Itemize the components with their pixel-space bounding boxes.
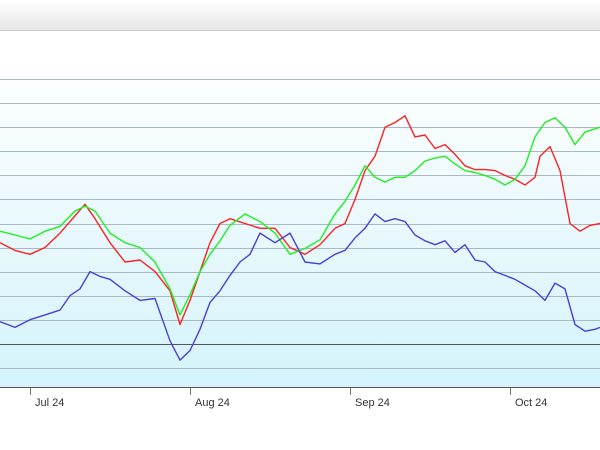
x-tick-label: Jul 24 [35,397,64,409]
x-tick-label: Aug 24 [195,397,230,409]
series-line-1 [0,116,600,316]
series-line-2 [0,213,600,361]
series-line-0 [0,115,600,326]
x-tick-label: Oct 24 [515,397,547,409]
series-layer [0,115,600,361]
plot-area [0,60,600,387]
grid-layer [0,79,600,369]
top-band [0,0,600,30]
x-tick-label: Sep 24 [355,397,390,409]
